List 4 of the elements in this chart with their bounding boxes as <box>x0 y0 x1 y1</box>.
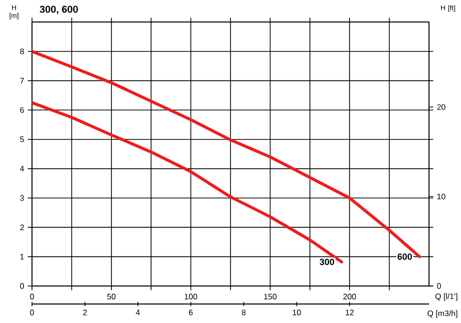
annotation: 600 <box>398 253 412 260</box>
line-series <box>32 101 344 264</box>
chart-title: 300, 600 <box>40 6 78 14</box>
annotation: 300 <box>320 258 334 266</box>
